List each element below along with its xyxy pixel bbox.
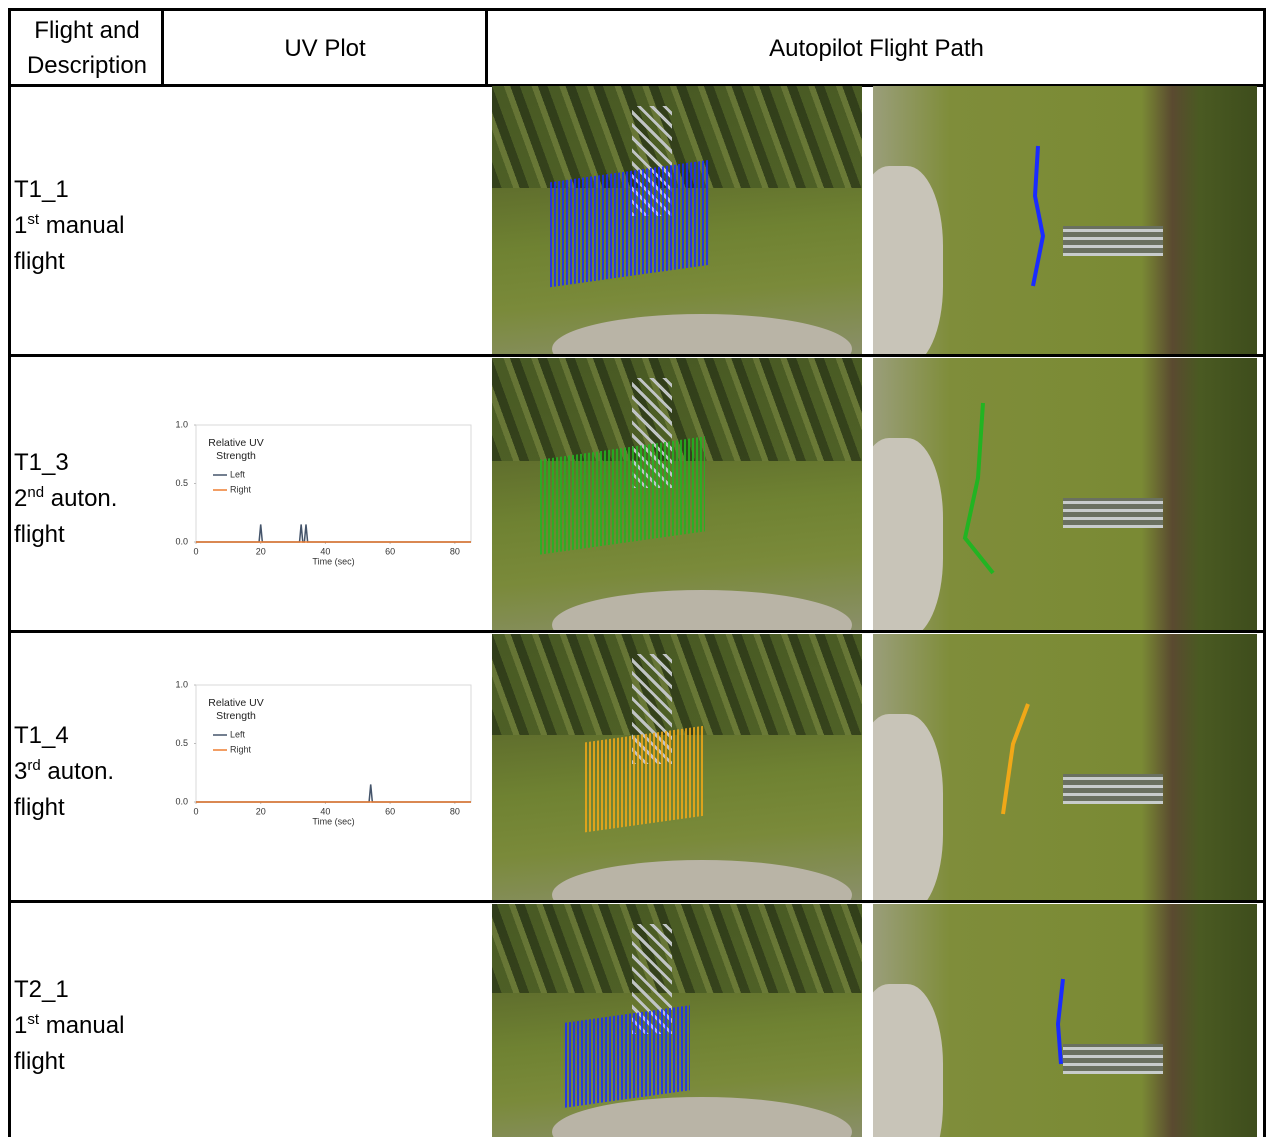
aerial-photo [492, 358, 862, 630]
y-tick-label: 0.0 [175, 796, 188, 806]
x-tick-label: 20 [256, 806, 266, 816]
flight-description: 1st manual flight [14, 1008, 160, 1080]
table-rule [485, 8, 488, 86]
x-axis-label: Time (sec) [312, 816, 354, 826]
aerial-photo [873, 904, 1257, 1137]
flight-id: T1_3 [14, 445, 160, 481]
x-tick-label: 20 [256, 546, 266, 556]
table-rule [8, 8, 11, 1137]
table-rule [8, 630, 1266, 633]
x-tick-label: 40 [320, 806, 330, 816]
table-rule [8, 8, 1266, 11]
x-tick-label: 40 [320, 546, 330, 556]
table-rule [8, 900, 1266, 903]
x-tick-label: 0 [193, 806, 198, 816]
photo-gravel [552, 860, 852, 900]
y-tick-label: 0.5 [175, 478, 188, 488]
aerial-photo [873, 358, 1257, 630]
flight-track-layer [873, 904, 1257, 1137]
photo-gravel [552, 314, 852, 354]
flight-track-layer [873, 358, 1257, 630]
flight-mesh [585, 726, 705, 833]
flight-id: T2_1 [14, 972, 160, 1008]
flight-track [1033, 146, 1043, 286]
x-tick-label: 80 [450, 546, 460, 556]
aerial-photo [873, 634, 1257, 900]
series-line [196, 784, 471, 802]
aerial-photo [492, 86, 862, 354]
ordinal-suffix: nd [27, 484, 44, 501]
x-tick-label: 80 [450, 806, 460, 816]
flight-description: 2nd auton. flight [14, 481, 160, 553]
flight-track-layer [873, 634, 1257, 900]
flight-track [1058, 979, 1063, 1064]
ordinal-suffix: st [27, 1011, 39, 1028]
flight-track [965, 403, 993, 573]
x-axis-label: Time (sec) [312, 556, 354, 566]
y-tick-label: 0.0 [175, 536, 188, 546]
legend-label: Left [230, 729, 246, 739]
y-tick-label: 1.0 [175, 419, 188, 429]
flight-mesh [550, 160, 710, 287]
flight-description: 1st manual flight [14, 208, 160, 280]
ordinal: 1 [14, 212, 27, 239]
x-tick-label: 0 [193, 546, 198, 556]
aerial-photo [873, 86, 1257, 354]
page: Flight and Description UV Plot Autopilot… [0, 0, 1266, 1137]
legend-title: Relative UV Strength [196, 437, 276, 463]
flight-track-layer [873, 86, 1257, 354]
flight-track [1003, 704, 1028, 814]
aerial-photo [492, 634, 862, 900]
ordinal: 2 [14, 485, 27, 512]
ordinal-suffix: rd [27, 757, 40, 774]
flight-id: T1_4 [14, 718, 160, 754]
ordinal: 1 [14, 1012, 27, 1039]
table-rule [161, 8, 164, 86]
legend-label: Right [230, 744, 252, 754]
x-tick-label: 60 [385, 546, 395, 556]
ordinal: 3 [14, 758, 27, 785]
legend-label: Right [230, 484, 252, 494]
ordinal-suffix: st [27, 211, 39, 228]
legend-label: Left [230, 469, 246, 479]
flight-mesh [565, 1005, 690, 1108]
photo-gravel [552, 590, 852, 630]
aerial-photo [492, 904, 862, 1137]
table-rule [8, 354, 1266, 357]
x-tick-label: 60 [385, 806, 395, 816]
flight-description: 3rd auton. flight [14, 754, 160, 826]
y-tick-label: 0.5 [175, 738, 188, 748]
flight-id: T1_1 [14, 172, 160, 208]
legend-title: Relative UV Strength [196, 697, 276, 723]
photo-trees [492, 634, 862, 735]
series-line [196, 524, 471, 542]
photo-trees [492, 904, 862, 993]
y-tick-label: 1.0 [175, 679, 188, 689]
